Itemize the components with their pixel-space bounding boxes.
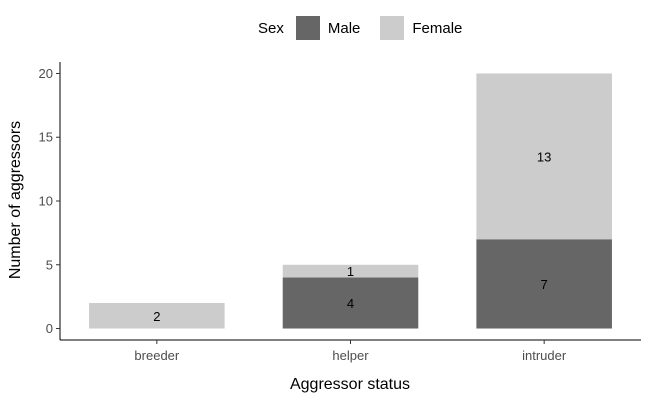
y-ticks: 0 5 10 15 20 bbox=[39, 66, 60, 336]
bars-layer bbox=[89, 73, 612, 329]
x-axis-title: Aggressor status bbox=[290, 376, 410, 393]
bar-helper-female bbox=[282, 264, 419, 278]
x-tick-label-breeder: breeder bbox=[134, 348, 179, 363]
bar-intruder-female bbox=[476, 73, 612, 240]
bar-breeder-female bbox=[89, 303, 225, 329]
legend-title: Sex bbox=[258, 19, 284, 37]
y-axis-title: Number of aggressors bbox=[7, 121, 24, 279]
x-tick-label-helper: helper bbox=[332, 348, 369, 363]
y-tick-label-20: 20 bbox=[39, 66, 53, 81]
legend: Sex Male Female bbox=[258, 14, 482, 42]
data-label-intruder-male: 7 bbox=[541, 277, 548, 292]
y-tick-label-15: 15 bbox=[39, 130, 53, 145]
data-label-helper-female: 1 bbox=[347, 264, 354, 279]
data-label-helper-male: 4 bbox=[347, 296, 354, 311]
x-ticks: breeder helper intruder bbox=[134, 340, 567, 363]
x-tick-label-intruder: intruder bbox=[522, 348, 567, 363]
legend-label-male: Male bbox=[327, 19, 361, 37]
y-tick-label-5: 5 bbox=[46, 257, 53, 272]
data-label-intruder-female: 13 bbox=[537, 149, 551, 164]
data-label-breeder-female: 2 bbox=[153, 309, 160, 324]
y-tick-label-10: 10 bbox=[39, 194, 53, 209]
legend-swatch-male bbox=[295, 16, 320, 40]
legend-label-female: Female bbox=[412, 19, 463, 37]
bar-helper-male bbox=[282, 277, 419, 329]
legend-swatch-female bbox=[380, 16, 405, 40]
bar-intruder-male bbox=[476, 239, 612, 329]
y-tick-label-0: 0 bbox=[46, 321, 53, 336]
data-labels-layer: 2 4 1 7 13 bbox=[153, 149, 551, 323]
